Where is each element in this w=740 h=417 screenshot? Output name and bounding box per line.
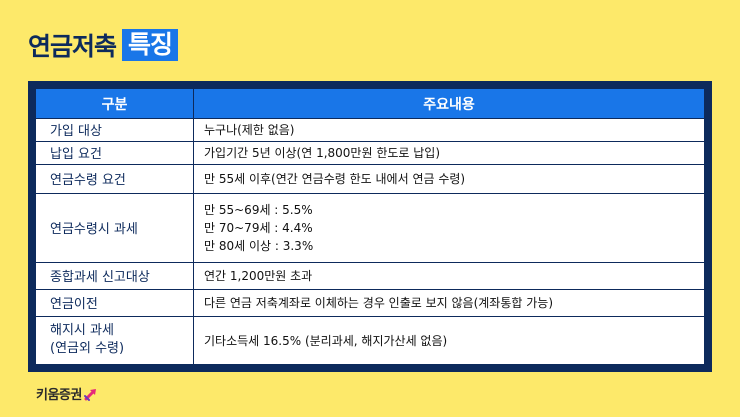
tax-rate-line: 만 80세 이상 : 3.3% — [204, 238, 314, 253]
row-category: 연금수령시 과세 — [35, 193, 194, 263]
row-category: 종합과세 신고대상 — [35, 261, 194, 290]
row-content: 가입기간 5년 이상(연 1,800만원 한도로 납입) — [193, 140, 705, 165]
row-category: 해지시 과세 (연금외 수령) — [35, 315, 194, 366]
row-content: 기타소득세 16.5% (분리과세, 해지가산세 없음) — [193, 315, 705, 366]
header-category: 구분 — [35, 88, 194, 119]
table-row: 연금이전 다른 연금 저축계좌로 이체하는 경우 인출로 보지 않음(계좌통합 … — [35, 288, 705, 317]
row-category: 연금수령 요건 — [35, 163, 194, 195]
table-row: 해지시 과세 (연금외 수령) 기타소득세 16.5% (분리과세, 해지가산세… — [35, 315, 705, 366]
row-category: 가입 대상 — [35, 118, 194, 142]
row-content: 만 55세 이후(연간 연금수령 한도 내에서 연금 수령) — [193, 163, 705, 195]
category-line: 해지시 과세 — [50, 323, 114, 339]
row-content: 누구나(제한 없음) — [193, 118, 705, 142]
row-category: 연금이전 — [35, 288, 194, 317]
row-content: 연간 1,200만원 초과 — [193, 261, 705, 290]
title-main-text: 연금저축 — [28, 32, 117, 61]
table-row: 납입 요건 가입기간 5년 이상(연 1,800만원 한도로 납입) — [35, 140, 705, 165]
info-table-frame: 구분 주요내용 가입 대상 누구나(제한 없음) 납입 요건 가입기간 5년 이… — [28, 81, 712, 372]
category-line: (연금외 수령) — [50, 341, 125, 357]
brand-footer: 키움증권 — [36, 384, 98, 403]
table-row: 연금수령시 과세 만 55~69세 : 5.5% 만 70~79세 : 4.4%… — [35, 193, 705, 263]
table-row: 연금수령 요건 만 55세 이후(연간 연금수령 한도 내에서 연금 수령) — [35, 163, 705, 195]
page-title: 연금저축 특징 — [28, 27, 179, 63]
title-highlight-text: 특징 — [122, 29, 179, 61]
tax-rate-line: 만 55~69세 : 5.5% — [204, 202, 313, 217]
row-content: 만 55~69세 : 5.5% 만 70~79세 : 4.4% 만 80세 이상… — [193, 193, 705, 263]
kiwoom-arrow-logo-icon — [83, 388, 96, 401]
table-row: 가입 대상 누구나(제한 없음) — [35, 118, 705, 142]
row-category: 납입 요건 — [35, 140, 194, 165]
info-table: 구분 주요내용 가입 대상 누구나(제한 없음) 납입 요건 가입기간 5년 이… — [35, 88, 705, 366]
table-row: 종합과세 신고대상 연간 1,200만원 초과 — [35, 261, 705, 290]
brand-name: 키움증권 — [36, 388, 82, 403]
tax-rate-line: 만 70~79세 : 4.4% — [204, 220, 313, 235]
header-content: 주요내용 — [193, 88, 705, 119]
table-header-row: 구분 주요내용 — [35, 88, 705, 119]
row-content: 다른 연금 저축계좌로 이체하는 경우 인출로 보지 않음(계좌통합 가능) — [193, 288, 705, 317]
